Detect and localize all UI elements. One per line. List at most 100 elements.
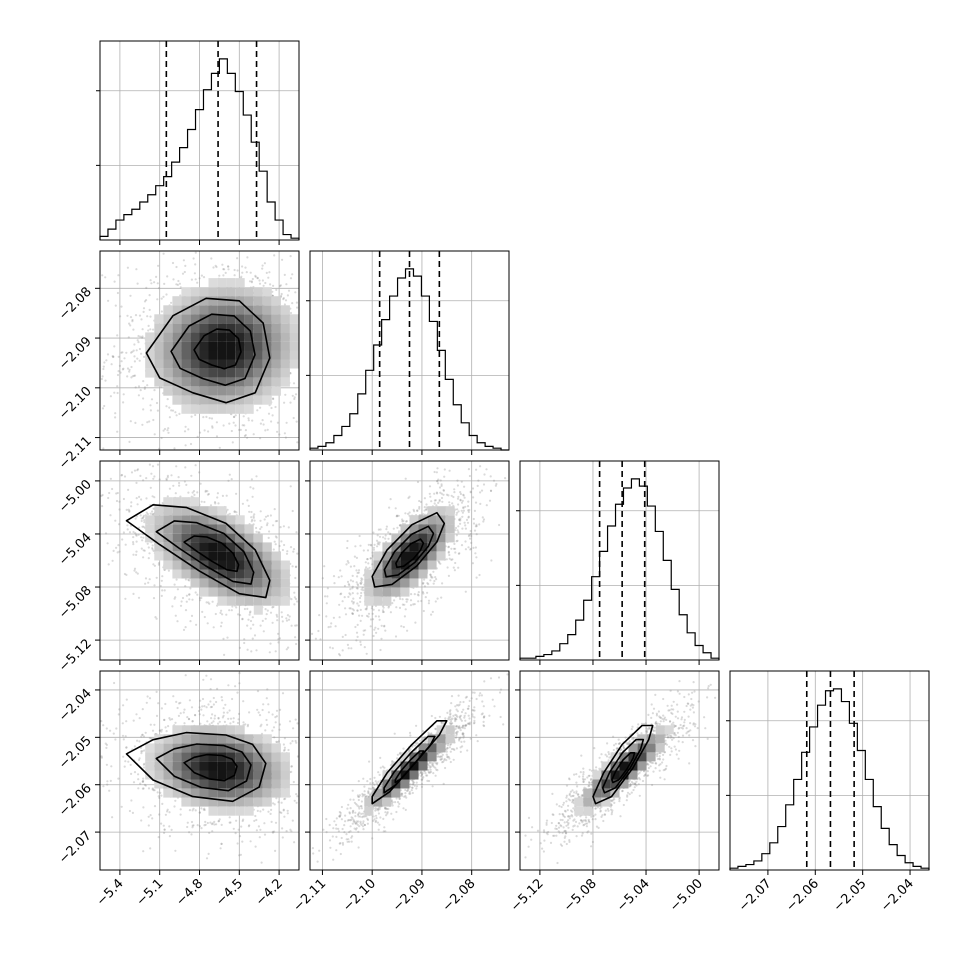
pair-p0-p3-point bbox=[294, 739, 297, 743]
pair-p0-p3-point bbox=[137, 778, 140, 781]
pair-p0-p2-point bbox=[246, 607, 249, 611]
pair-p1-p2-point bbox=[373, 543, 376, 546]
pair-p1-p2-point bbox=[429, 495, 432, 498]
pair-p0-p1-point bbox=[281, 258, 284, 261]
pair-p0-p2-point bbox=[151, 510, 154, 513]
pair-p0-p2-point bbox=[293, 596, 296, 599]
pair-p1-p2-point bbox=[355, 587, 358, 590]
pair-p0-p2-density-cell bbox=[154, 506, 164, 516]
pair-p0-p1-density-cell bbox=[199, 377, 209, 387]
pair-p0-p1-density-cell bbox=[217, 323, 227, 333]
pair-p0-p1-point bbox=[190, 278, 193, 281]
pair-p0-p2-point bbox=[139, 514, 142, 517]
pair-p0-p2-point bbox=[144, 577, 148, 580]
pair-p1-p2-point bbox=[443, 468, 446, 471]
pair-p0-p2-point bbox=[246, 499, 249, 502]
pair-p1-p2-point bbox=[450, 494, 453, 497]
pair-p0-p3-point bbox=[293, 841, 296, 844]
pair-p0-p1-density-cell bbox=[244, 359, 254, 369]
pair-p0-p1-density-cell bbox=[181, 314, 191, 324]
pair-p0-p1-point bbox=[112, 355, 115, 358]
pair-p0-p1-point bbox=[243, 434, 246, 438]
pair-p0-p1-density-cell bbox=[208, 314, 218, 324]
pair-p0-p1-point bbox=[251, 419, 254, 422]
pair-p0-p2-density-cell bbox=[172, 560, 182, 570]
pair-p0-p3-density-cell bbox=[145, 743, 155, 753]
pair-p0-p1-point bbox=[153, 389, 156, 392]
pair-p0-p1-point bbox=[137, 341, 140, 344]
pair-p0-p3-point bbox=[235, 819, 238, 822]
pair-p1-p2-point bbox=[464, 540, 467, 543]
pair-p0-p2-point bbox=[286, 550, 289, 553]
pair-p0-p1-density-cell bbox=[154, 359, 164, 369]
pair-p0-p1-point bbox=[178, 282, 181, 285]
pair-p1-p2-point bbox=[402, 625, 405, 629]
pair-p0-p1-density-cell bbox=[181, 332, 191, 342]
pair-p0-p3-point bbox=[156, 791, 159, 794]
pair-p1-p2-point bbox=[363, 646, 366, 649]
pair-p0-p3-point bbox=[124, 735, 127, 738]
pair-p1-p2-point bbox=[456, 484, 459, 487]
pair-p0-p1-point bbox=[121, 351, 124, 354]
pair-p0-p1-density-cell bbox=[290, 314, 299, 324]
pair-p0-p2-point bbox=[282, 525, 285, 528]
pair-p0-p2-point bbox=[222, 637, 225, 641]
pair-p0-p1-point bbox=[261, 267, 264, 270]
pair-p1-p2-point bbox=[339, 569, 342, 572]
pair-p0-p2-point bbox=[221, 613, 224, 616]
pair-p0-p1-point bbox=[176, 283, 179, 286]
pair-p0-p3-point bbox=[281, 692, 285, 695]
pair-p0-p3-point bbox=[120, 805, 123, 808]
pair-p0-p3-point bbox=[232, 717, 235, 720]
pair-p1-p2-point bbox=[353, 555, 356, 558]
pair-p0-p3-point bbox=[237, 712, 241, 716]
x-tick-label-p3-1: −2.06 bbox=[783, 876, 822, 915]
pair-p1-p2-point bbox=[359, 619, 362, 623]
pair-p0-p2-point bbox=[152, 563, 155, 566]
pair-p0-p3-point bbox=[184, 674, 187, 677]
pair-p1-p2-point bbox=[364, 561, 367, 564]
pair-p1-p2-point bbox=[384, 534, 387, 537]
pair-p0-p1-point bbox=[292, 416, 295, 420]
pair-p0-p3-point bbox=[160, 707, 163, 710]
pair-p0-p1-point bbox=[116, 373, 120, 377]
pair-p0-p1-point bbox=[153, 281, 156, 284]
pair-p1-p2-point bbox=[360, 591, 363, 595]
pair-p0-p1-point bbox=[238, 428, 241, 431]
pair-p0-p2-density-cell bbox=[181, 497, 191, 507]
pair-p0-p3-point bbox=[283, 815, 286, 818]
pair-p0-p3-point bbox=[280, 801, 283, 804]
pair-p0-p2-point bbox=[116, 551, 119, 554]
pair-p0-p1-point bbox=[137, 385, 141, 388]
pair-p0-p3-point bbox=[238, 682, 241, 685]
pair-p0-p1-point bbox=[160, 436, 163, 440]
pair-p0-p1-point bbox=[283, 303, 286, 306]
pair-p0-p1-density-cell bbox=[262, 314, 272, 324]
pair-p0-p2-point bbox=[275, 536, 278, 539]
pair-p0-p3-point bbox=[226, 711, 229, 714]
pair-p0-p2-point bbox=[252, 623, 255, 626]
pair-p0-p3-point bbox=[190, 706, 194, 709]
pair-p0-p1-point bbox=[163, 427, 167, 431]
pair-p0-p2-point bbox=[107, 563, 110, 566]
pair-p0-p2-point bbox=[124, 543, 127, 546]
pair-p0-p1-point bbox=[142, 310, 145, 313]
pair-p0-p1-density-cell bbox=[226, 341, 236, 351]
pair-p1-p2-point bbox=[467, 546, 470, 549]
pair-p0-p3-density-cell bbox=[199, 761, 209, 771]
pair-p0-p3-point bbox=[168, 825, 171, 828]
pair-p0-p1-density-cell bbox=[271, 341, 281, 351]
pair-p1-p2-point bbox=[455, 534, 458, 537]
pair-p0-p3-point bbox=[213, 714, 217, 717]
pair-p0-p1-point bbox=[287, 289, 291, 292]
pair-p0-p3-density-cell bbox=[226, 806, 236, 816]
pair-p0-p3-point bbox=[188, 809, 191, 812]
pair-p0-p2-density-cell bbox=[217, 506, 227, 516]
pair-p0-p1-point bbox=[136, 282, 139, 285]
pair-p0-p1-density-cell bbox=[235, 305, 245, 315]
pair-p0-p2-density-cell bbox=[244, 524, 254, 534]
pair-p0-p2-density-cell bbox=[226, 515, 236, 525]
pair-p0-p2-point bbox=[261, 619, 264, 623]
pair-p0-p1-point bbox=[142, 380, 145, 383]
pair-p1-p2-point bbox=[356, 592, 359, 595]
